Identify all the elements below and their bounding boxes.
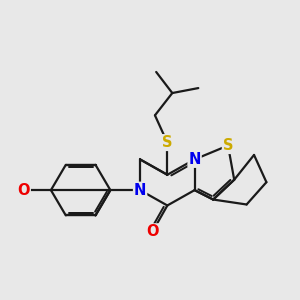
Text: N: N xyxy=(188,152,201,167)
Text: N: N xyxy=(134,183,146,198)
Text: S: S xyxy=(162,135,172,150)
Text: S: S xyxy=(223,138,233,153)
Text: O: O xyxy=(146,224,159,239)
Text: O: O xyxy=(17,183,30,198)
